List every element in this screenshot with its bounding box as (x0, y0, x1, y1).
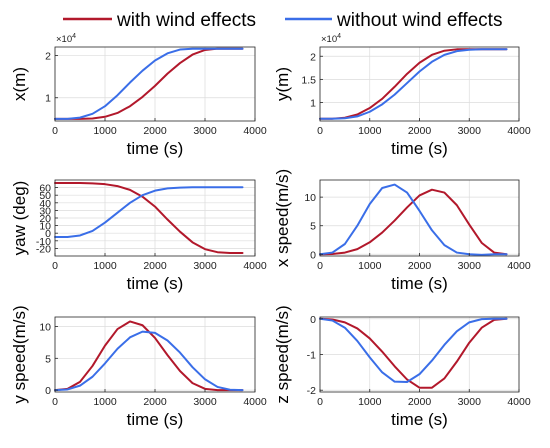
subplot-zspeed: 0 1000 2000 3000 4000 -2 -1 0 time (s) z speed(m/… (273, 305, 531, 429)
x-axis-label-zspeed: time (s) (391, 410, 448, 429)
y-tick-label: 40 (39, 198, 51, 210)
subplot-yaw: 0 1000 2000 3000 4000-20-100102030405060time… (10, 179, 267, 293)
x-tick-label: 3000 (193, 260, 217, 272)
y-axis-label-xspeed: x speed(m/s) (273, 169, 292, 267)
y-exponent-label: ×104 (321, 33, 341, 45)
x-tick-label: 2000 (408, 396, 432, 408)
y-tick-label: 0 (310, 314, 316, 326)
subplot-xspeed: 0 1000 2000 3000 4000 0 5 10 time (s) x speed(m/s… (273, 169, 531, 293)
x-tick-label: 0 (52, 260, 58, 272)
x-axis-label-x: time (s) (127, 139, 184, 158)
y-exponent-label: ×104 (56, 33, 76, 45)
y-tick-label: 5 (310, 221, 316, 233)
y-axis-label-zspeed: z speed(m/s) (273, 305, 292, 403)
y-tick-label: 0 (310, 249, 316, 261)
y-tick-label: -2 (307, 385, 316, 397)
y-tick-label: -10 (36, 236, 51, 248)
x-tick-label: 1000 (358, 396, 382, 408)
y-tick-label: -20 (36, 243, 51, 255)
series-line-y-without-wind (319, 48, 508, 120)
x-tick-label: 4000 (243, 396, 267, 408)
x-tick-label: 4000 (507, 396, 531, 408)
x-tick-label: 1000 (93, 125, 117, 137)
series-line-xspeed-without-wind (319, 183, 508, 256)
y-tick-label: 10 (39, 322, 51, 334)
y-tick-label: 2 (310, 51, 316, 63)
x-tick-label: 3000 (193, 396, 217, 408)
series-line-yaw-without-wind (54, 186, 244, 238)
y-axis-label-yspeed: y speed(m/s) (10, 305, 29, 403)
x-tick-label: 4000 (507, 260, 531, 272)
x-tick-label: 3000 (458, 396, 482, 408)
y-axis-label-y: y(m) (273, 67, 292, 101)
y-exponent-power: 4 (337, 33, 341, 40)
x-tick-label: 4000 (243, 125, 267, 137)
series-line-x-without-wind (54, 47, 244, 120)
x-tick-label: 2000 (143, 260, 167, 272)
y-tick-label: 2 (45, 50, 51, 62)
subplot-x: 0 1000 2000 3000 4000 1 2 ×104 time (s) x(m) (10, 33, 267, 158)
x-tick-label: 3000 (458, 125, 482, 137)
y-tick-label: 10 (39, 221, 51, 233)
x-tick-label: 0 (317, 125, 323, 137)
y-tick-label: 0 (45, 228, 51, 240)
x-tick-label: 3000 (458, 260, 482, 272)
x-tick-label: 2000 (408, 260, 432, 272)
series-line-yspeed-without-wind (54, 330, 244, 392)
x-axis-label-yspeed: time (s) (127, 410, 184, 429)
series-line-zspeed-without-wind (319, 317, 508, 383)
y-tick-label: 20 (39, 213, 51, 225)
y-tick-label: 1.5 (301, 74, 316, 86)
x-tick-label: 1000 (93, 260, 117, 272)
legend-label-without-wind: without wind effects (336, 10, 502, 31)
x-axis-label-yaw: time (s) (127, 274, 184, 293)
y-tick-label: 0 (45, 385, 51, 397)
x-tick-label: 3000 (193, 125, 217, 137)
subplot-yspeed: 0 1000 2000 3000 4000 0 5 10 time (s) y speed(m/s… (10, 305, 267, 429)
legend-label-with-wind: with wind effects (116, 10, 256, 31)
x-axis-label-xspeed: time (s) (391, 274, 448, 293)
y-tick-label: 1 (310, 98, 316, 110)
y-tick-label: 5 (45, 353, 51, 365)
y-tick-label: -1 (307, 350, 316, 362)
y-tick-label: 60 (39, 183, 51, 195)
x-tick-label: 4000 (507, 125, 531, 137)
y-exponent-power: 4 (72, 33, 76, 40)
y-axis-label-x: x(m) (10, 67, 29, 101)
x-tick-label: 1000 (358, 260, 382, 272)
x-tick-label: 1000 (93, 396, 117, 408)
x-tick-label: 0 (317, 396, 323, 408)
x-tick-label: 0 (317, 260, 323, 272)
x-tick-label: 1000 (358, 125, 382, 137)
x-tick-label: 2000 (143, 396, 167, 408)
y-tick-label: 1 (45, 93, 51, 105)
y-tick-label: 10 (304, 192, 316, 204)
subplot-y: 0 1000 2000 3000 4000 1 1.5 2 ×104 time (s) y(m) (273, 33, 531, 158)
x-tick-label: 0 (52, 396, 58, 408)
y-tick-label: 30 (39, 205, 51, 217)
x-axis-label-y: time (s) (391, 139, 448, 158)
x-tick-label: 2000 (143, 125, 167, 137)
x-tick-label: 4000 (243, 260, 267, 272)
y-tick-label: 50 (39, 190, 51, 202)
series-line-yaw-with-wind (54, 182, 244, 254)
x-tick-label: 0 (52, 125, 58, 137)
y-axis-label-yaw: yaw (deg) (10, 181, 29, 256)
legend: with wind effects without wind effects (63, 10, 502, 31)
series-line-zspeed-with-wind (319, 317, 508, 389)
x-tick-label: 2000 (408, 125, 432, 137)
